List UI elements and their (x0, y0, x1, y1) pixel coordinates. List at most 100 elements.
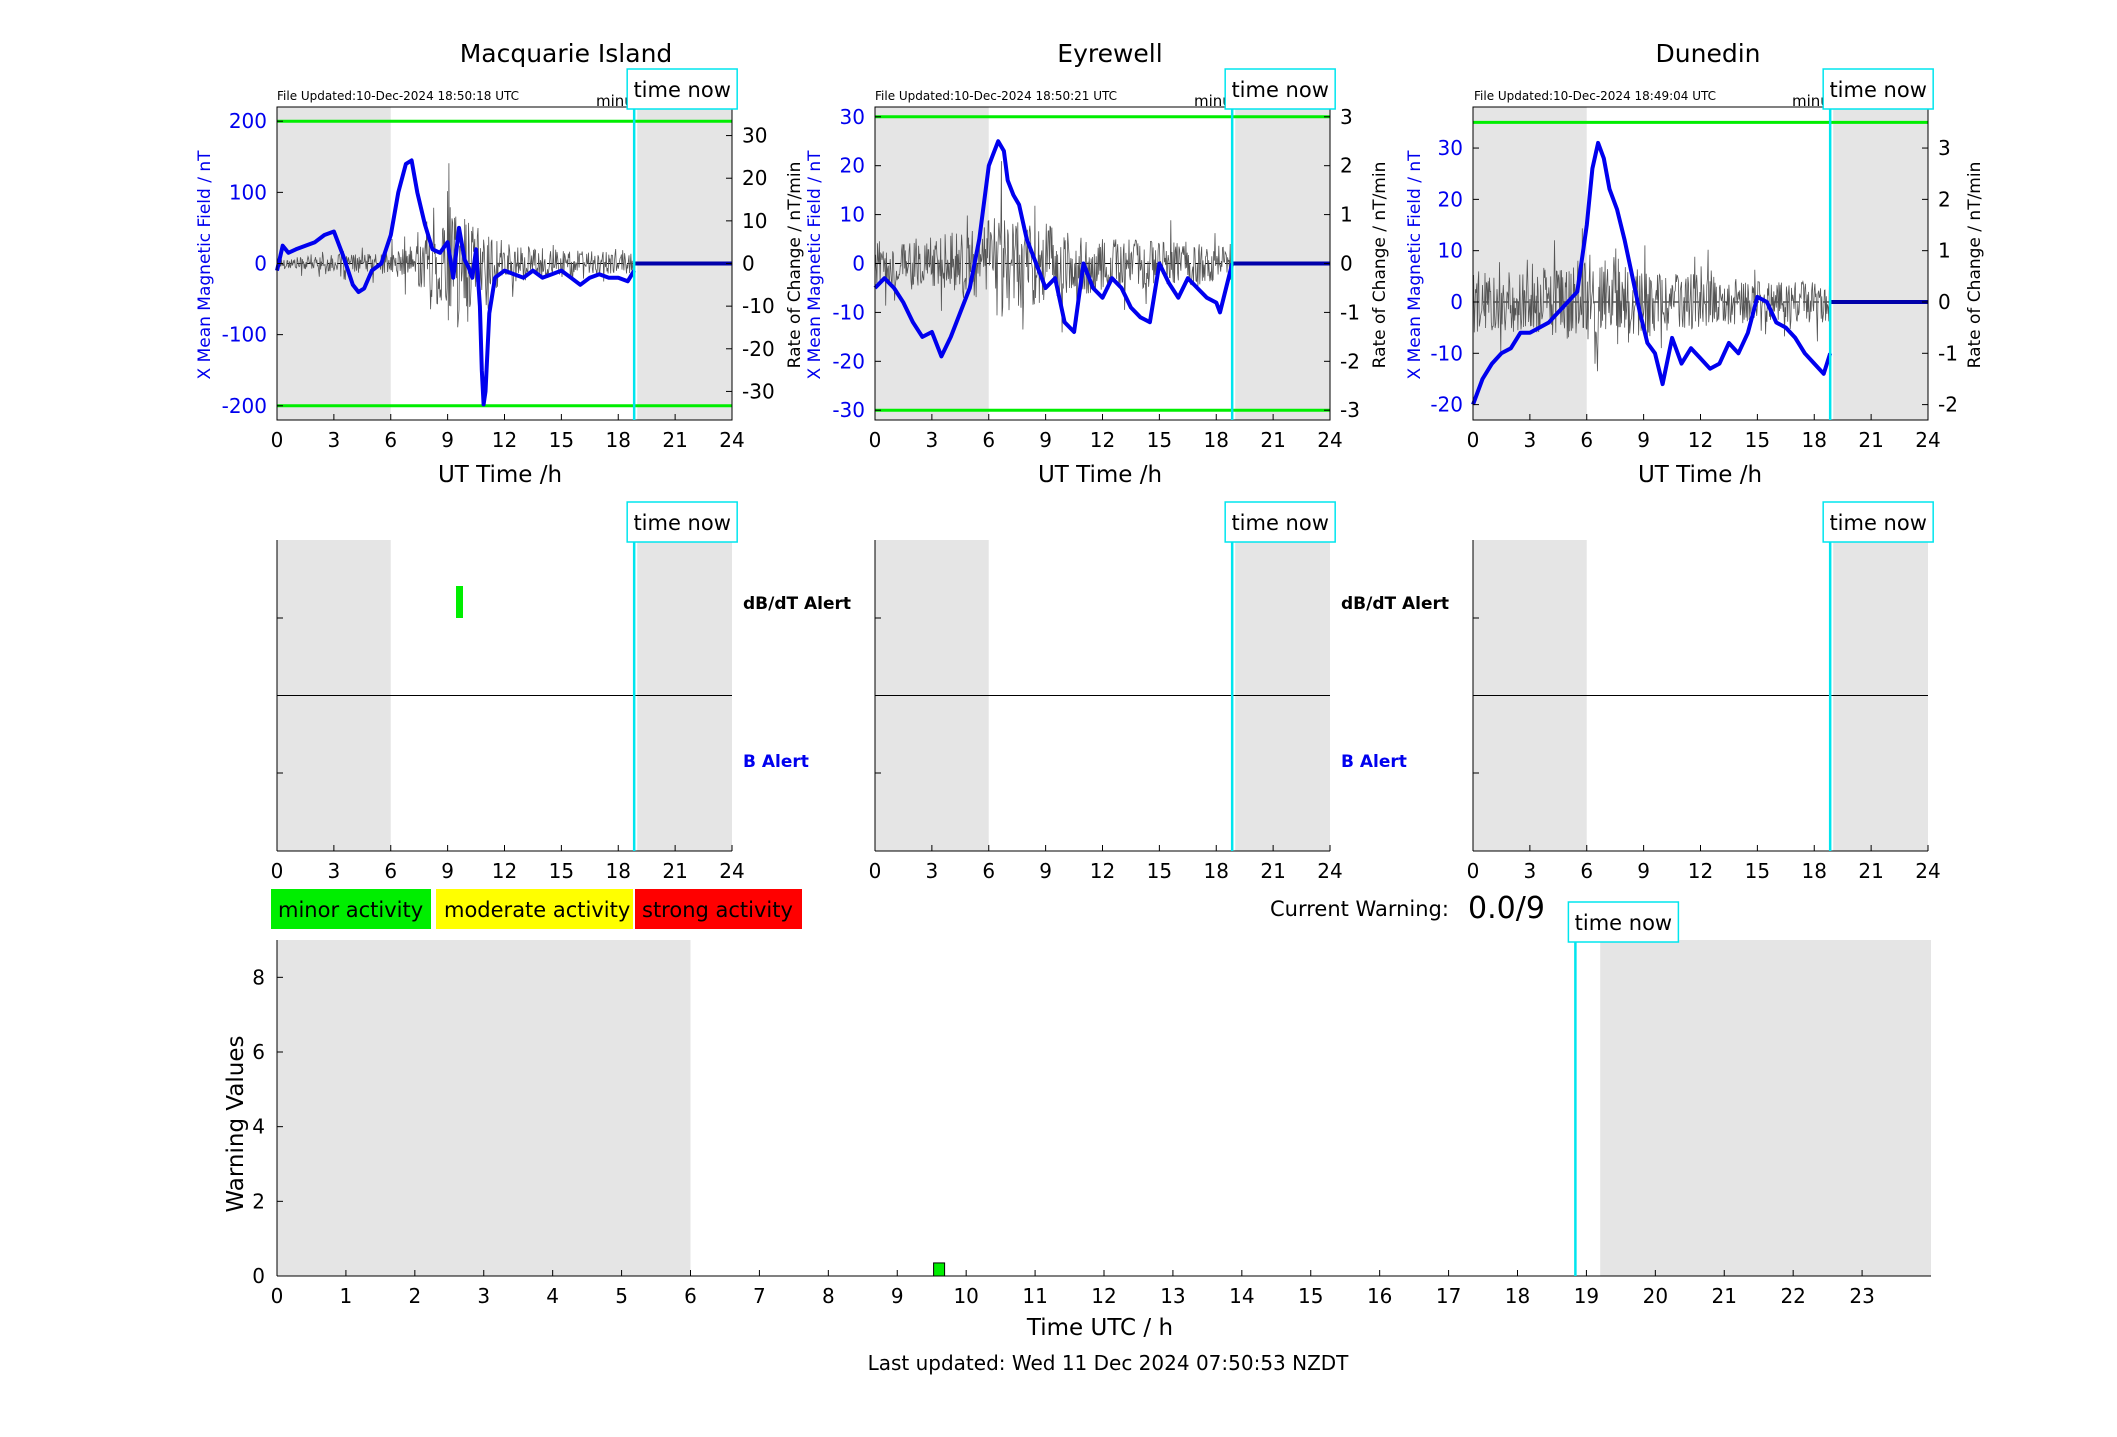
y-right-tick-label-eyrewell: 0 (1340, 252, 1353, 276)
y-right-tick-label-eyrewell: 2 (1340, 154, 1353, 178)
x-tick-label-dunedin: 6 (1580, 428, 1593, 452)
warning-x-tick-label: 8 (822, 1284, 835, 1308)
alert-x-tick-label-dunedin: 3 (1524, 859, 1537, 883)
alert-x-tick-label-eyrewell: 3 (926, 859, 939, 883)
y-right-tick-label-macquarie: -30 (742, 379, 775, 403)
alert-panel-dunedin: 0 3 6 9 12 15 18 21 24 (1467, 540, 1941, 883)
y-left-tick-label-eyrewell: -20 (832, 349, 865, 373)
night-shade-dunedin-0 (1473, 107, 1587, 420)
y-right-tick-label-dunedin: 1 (1938, 239, 1951, 263)
y-left-tick-label-dunedin: -10 (1430, 341, 1463, 365)
alert-time-now-dunedin-box (1822, 501, 1934, 543)
warning-x-tick-label: 18 (1505, 1284, 1530, 1308)
file-updated-dunedin: File Updated:10-Dec-2024 18:49:04 UTC (1474, 89, 1716, 103)
y-right-tick-label-macquarie: -10 (742, 294, 775, 318)
last-updated-footer: Last updated: Wed 11 Dec 2024 07:50:53 N… (868, 1351, 1350, 1375)
x-tick-label-eyrewell: 6 (982, 428, 995, 452)
warning-bar (933, 1262, 946, 1277)
y-right-tick-label-dunedin: 2 (1938, 187, 1951, 211)
ylabel-left-macquarie: X Mean Magnetic Field / nT (195, 150, 215, 380)
alert-x-tick-label-dunedin: 21 (1858, 859, 1883, 883)
y-right-tick-label-macquarie: 30 (742, 124, 767, 148)
y-left-tick-label-eyrewell: 0 (852, 252, 865, 276)
ylabel-right-macquarie: Rate of Change / nT/min (785, 162, 805, 369)
x-tick-label-dunedin: 21 (1858, 428, 1883, 452)
alert-time-now-eyrewell-box (1224, 501, 1336, 543)
x-tick-label-macquarie: 21 (662, 428, 687, 452)
x-tick-label-eyrewell: 0 (869, 428, 882, 452)
ylabel-left-eyrewell: X Mean Magnetic Field / nT (805, 150, 825, 380)
x-tick-label-macquarie: 18 (606, 428, 631, 452)
warning-y-tick-label: 0 (252, 1264, 265, 1288)
warning-values-chart: 0 1 2 3 4 5 6 7 8 9 10 11 12 13 14 15 16 17 18 19 20 21 22 2302… (252, 940, 1931, 1308)
warning-x-tick-label: 3 (477, 1284, 490, 1308)
warning-y-tick-label: 8 (252, 965, 265, 989)
y-right-tick-label-eyrewell: -3 (1340, 398, 1360, 422)
warning-night-shade-1 (1600, 940, 1931, 1276)
alert-x-tick-label-eyrewell: 9 (1039, 859, 1052, 883)
x-tick-label-eyrewell: 9 (1039, 428, 1052, 452)
legend-moderate-swatch (436, 889, 633, 929)
y-left-tick-label-dunedin: 10 (1438, 239, 1463, 263)
time-now-macquarie-text: time now (633, 78, 730, 102)
warning-x-tick-label: 21 (1712, 1284, 1737, 1308)
time-now-eyrewell-tag: time now (1224, 68, 1336, 110)
warning-time-now-text: time now (1575, 911, 1672, 935)
b-alert-label-eyrewell: B Alert (1341, 752, 1407, 772)
legend-moderate-label: moderate activity (444, 898, 630, 922)
alert-x-tick-label-macquarie: 12 (492, 859, 517, 883)
x-tick-label-eyrewell: 21 (1260, 428, 1285, 452)
warning-x-tick-label: 9 (891, 1284, 904, 1308)
time-now-macquarie-box (626, 68, 738, 110)
alert-x-tick-label-dunedin: 0 (1467, 859, 1480, 883)
y-right-tick-label-macquarie: 10 (742, 209, 767, 233)
warning-x-tick-label: 23 (1849, 1284, 1874, 1308)
alert-x-tick-label-dunedin: 12 (1688, 859, 1713, 883)
alert-x-tick-label-macquarie: 15 (549, 859, 574, 883)
alert-x-tick-label-eyrewell: 12 (1090, 859, 1115, 883)
warning-x-tick-label: 20 (1643, 1284, 1668, 1308)
warning-time-now-tag: time now (1567, 901, 1680, 943)
y-right-tick-label-macquarie: -20 (742, 337, 775, 361)
y-right-tick-label-dunedin: -2 (1938, 393, 1958, 417)
legend-strong-label: strong activity (642, 898, 793, 922)
warning-y-tick-label: 2 (252, 1189, 265, 1213)
x-tick-label-eyrewell: 12 (1090, 428, 1115, 452)
field-chart-macquarie: 0 3 6 9 12 15 18 21 24-200-1000100200-30-20-1001… (222, 106, 775, 452)
warning-x-tick-label: 22 (1780, 1284, 1805, 1308)
dbdt-alert-label-macquarie: dB/dT Alert (743, 594, 851, 614)
station-title-eyrewell: Eyrewell (1057, 39, 1162, 68)
alert-x-tick-label-dunedin: 9 (1637, 859, 1650, 883)
alert-x-tick-label-dunedin: 24 (1915, 859, 1940, 883)
y-right-tick-label-macquarie: 20 (742, 166, 767, 190)
alert-x-tick-label-macquarie: 18 (606, 859, 631, 883)
x-tick-label-eyrewell: 18 (1204, 428, 1229, 452)
station-title-dunedin: Dunedin (1656, 39, 1761, 68)
warning-x-tick-label: 1 (340, 1284, 353, 1308)
alert-mark-macquarie (456, 586, 463, 618)
current-warning-label: Current Warning: (1270, 897, 1449, 921)
warning-x-tick-label: 5 (615, 1284, 628, 1308)
x-tick-label-dunedin: 9 (1637, 428, 1650, 452)
alert-x-tick-label-macquarie: 0 (271, 859, 284, 883)
warning-x-tick-label: 7 (753, 1284, 766, 1308)
y-left-tick-label-eyrewell: 10 (840, 203, 865, 227)
time-now-dunedin-text: time now (1829, 78, 1926, 102)
x-tick-label-eyrewell: 24 (1317, 428, 1342, 452)
alert-time-now-macquarie-box (626, 501, 738, 543)
night-shade-dunedin-1 (1833, 107, 1928, 420)
warning-ylabel: Warning Values (223, 1035, 249, 1212)
alert-x-tick-label-eyrewell: 21 (1260, 859, 1285, 883)
ylabel-right-dunedin: Rate of Change / nT/min (1965, 162, 1985, 369)
y-left-tick-label-eyrewell: -30 (832, 398, 865, 422)
x-tick-label-dunedin: 18 (1802, 428, 1827, 452)
y-left-tick-label-dunedin: 30 (1438, 136, 1463, 160)
x-tick-label-macquarie: 12 (492, 428, 517, 452)
warning-night-shade-0 (277, 940, 691, 1276)
alert-x-tick-label-eyrewell: 18 (1204, 859, 1229, 883)
alert-time-now-macquarie-tag: time now (626, 501, 738, 543)
time-now-eyrewell-text: time now (1231, 78, 1328, 102)
y-right-tick-label-eyrewell: 1 (1340, 203, 1353, 227)
y-right-tick-label-eyrewell: 3 (1340, 105, 1353, 129)
